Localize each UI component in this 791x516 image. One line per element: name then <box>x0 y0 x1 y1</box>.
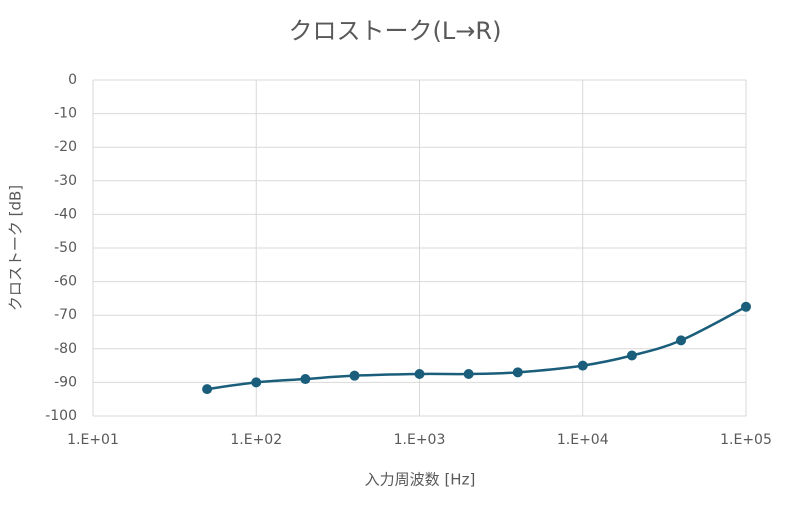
y-axis-label: クロストーク [dB] <box>7 185 25 311</box>
y-tick-label: -80 <box>54 341 77 357</box>
y-tick-label: -100 <box>45 408 77 424</box>
y-tick-label: -40 <box>54 206 77 222</box>
y-tick-label: -30 <box>54 173 77 189</box>
y-tick-label: 0 <box>68 72 77 88</box>
data-point <box>251 377 262 388</box>
y-tick-label: -10 <box>54 106 77 122</box>
data-point <box>463 369 474 379</box>
data-point <box>300 374 311 385</box>
data-point <box>626 350 637 361</box>
y-tick-label: -20 <box>54 139 77 155</box>
chart-title: クロストーク(L→R) <box>289 17 502 45</box>
data-point <box>741 301 751 312</box>
series-line <box>206 305 747 391</box>
data-point <box>349 370 360 381</box>
x-axis-label: 入力周波数 [Hz] <box>365 471 476 489</box>
data-point <box>676 335 687 346</box>
y-tick-label: -90 <box>54 374 77 390</box>
data-point <box>414 369 425 379</box>
x-tick-label: 1.E+05 <box>720 432 772 448</box>
data-point <box>202 384 213 395</box>
y-tick-label: -60 <box>54 274 77 290</box>
data-point <box>577 360 588 371</box>
y-tick-label: -50 <box>54 240 77 256</box>
x-tick-label: 1.E+01 <box>67 432 119 448</box>
x-tick-label: 1.E+04 <box>557 432 609 448</box>
y-tick-label: -70 <box>54 307 77 323</box>
x-tick-label: 1.E+03 <box>394 432 446 448</box>
x-tick-label: 1.E+02 <box>230 432 282 448</box>
data-point <box>512 367 523 378</box>
